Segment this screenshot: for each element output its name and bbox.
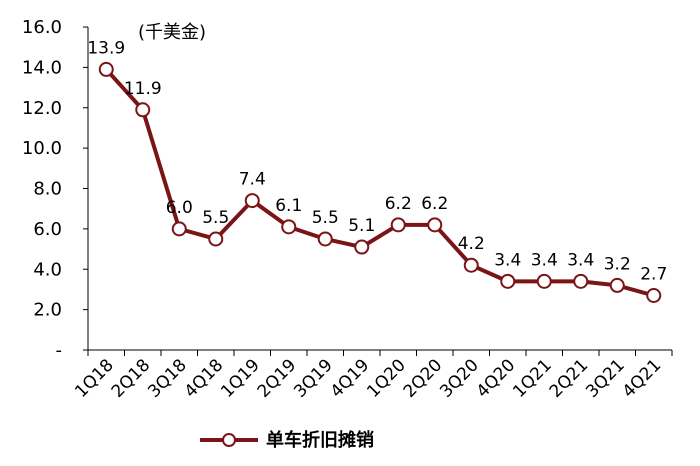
- x-tick-label: 1Q20: [363, 355, 410, 402]
- x-tick-label: 1Q21: [509, 355, 556, 402]
- series-line: [98, 61, 662, 303]
- data-point: [317, 231, 333, 247]
- data-label: 3.4: [494, 250, 521, 270]
- x-tick-label: 4Q19: [327, 355, 374, 402]
- data-label: 6.2: [421, 194, 448, 214]
- y-tick-label: 14.0: [22, 57, 62, 78]
- x-tick-label: 1Q18: [71, 355, 118, 402]
- data-label: 5.5: [202, 208, 229, 228]
- unit-label: (千美金): [138, 22, 206, 43]
- legend: 单车折旧摊销: [200, 429, 374, 451]
- y-tick-label: 4.0: [33, 259, 62, 280]
- y-tick-label: -: [56, 340, 63, 361]
- data-point: [500, 273, 516, 289]
- series-path: [104, 68, 655, 298]
- data-label: 4.2: [458, 234, 485, 254]
- y-tick-label: 6.0: [33, 219, 62, 240]
- data-point: [171, 221, 187, 237]
- x-tick-label: 2Q20: [400, 355, 447, 402]
- data-point: [609, 277, 625, 293]
- y-tick-label: 12.0: [22, 98, 62, 119]
- x-tick-label: 4Q21: [619, 355, 666, 402]
- legend-label: 单车折旧摊销: [266, 429, 374, 451]
- data-label: 3.2: [604, 254, 631, 274]
- x-tick-label: 3Q19: [290, 355, 337, 402]
- data-label: 6.2: [385, 194, 412, 214]
- data-point: [646, 287, 662, 303]
- data-label: 11.9: [124, 79, 162, 99]
- x-axis: 1Q182Q183Q184Q181Q192Q193Q194Q191Q202Q20…: [71, 349, 673, 402]
- legend-marker: [222, 433, 236, 447]
- data-label: 6.0: [166, 198, 193, 218]
- x-tick-label: 2Q18: [108, 355, 155, 402]
- x-tick-label: 3Q21: [582, 355, 629, 402]
- x-tick-label: 4Q18: [181, 355, 228, 402]
- data-point: [463, 257, 479, 273]
- data-label: 3.4: [567, 250, 594, 270]
- data-point: [536, 273, 552, 289]
- data-label: 5.5: [312, 208, 339, 228]
- data-point: [208, 231, 224, 247]
- data-label: 5.1: [348, 216, 375, 236]
- data-point: [98, 61, 114, 77]
- x-tick-label: 3Q18: [144, 355, 191, 402]
- y-axis: 16.0 14.0 12.0 10.0 8.0 6.0 4.0 2.0 -: [22, 17, 89, 361]
- data-point: [390, 217, 406, 233]
- x-tick-label: 2Q21: [546, 355, 593, 402]
- data-label: 6.1: [275, 196, 302, 216]
- data-labels: 13.9 11.9 6.0 5.5 7.4 6.1 5.5 5.1 6.2 6.2 4.2 3.4 3.…: [87, 38, 667, 284]
- y-tick-label: 2.0: [33, 300, 62, 321]
- data-point: [281, 219, 297, 235]
- data-point: [244, 193, 260, 209]
- data-label: 7.4: [239, 170, 266, 190]
- y-tick-label: 8.0: [33, 179, 62, 200]
- x-tick-label: 3Q20: [436, 355, 483, 402]
- y-tick-label: 16.0: [22, 17, 62, 38]
- x-tick-label: 4Q20: [473, 355, 520, 402]
- data-point: [427, 217, 443, 233]
- data-label: 13.9: [87, 38, 125, 58]
- data-label: 2.7: [640, 264, 667, 284]
- data-point: [135, 102, 151, 118]
- data-point: [354, 239, 370, 255]
- x-tick-label: 1Q19: [217, 355, 264, 402]
- data-point: [573, 273, 589, 289]
- x-tick-label: 2Q19: [254, 355, 301, 402]
- y-tick-label: 10.0: [22, 138, 62, 159]
- data-label: 3.4: [531, 250, 558, 270]
